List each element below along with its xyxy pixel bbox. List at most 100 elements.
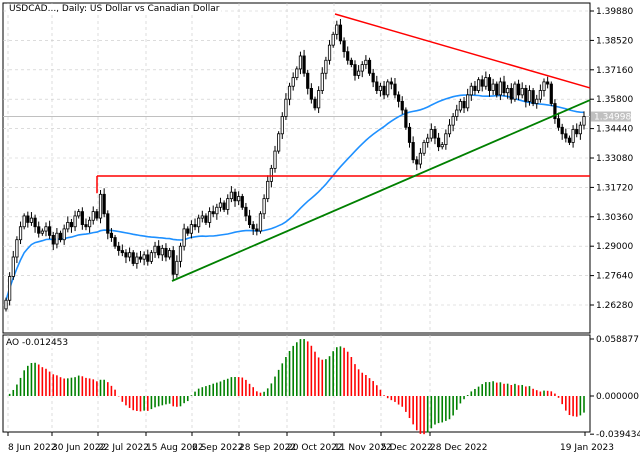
candle-body [302, 55, 306, 74]
candle [131, 250, 135, 267]
candle [338, 18, 343, 45]
candle-body [393, 83, 397, 96]
ao-axis-label: 0.000000 [596, 392, 639, 402]
candle-body [222, 202, 226, 210]
candle-body [15, 239, 19, 258]
candle-body [371, 72, 375, 83]
candle-body [389, 81, 393, 85]
candle-body [527, 90, 532, 102]
candle-body [309, 87, 313, 100]
candle [546, 76, 550, 89]
candle [466, 88, 470, 112]
candle-body [367, 59, 372, 74]
candle [404, 107, 408, 130]
candle-body [418, 152, 423, 165]
candle [18, 221, 23, 245]
candle [298, 51, 303, 75]
candle-body [255, 228, 259, 232]
candle-body [564, 133, 568, 139]
price-axis-label: 1.29000 [596, 242, 633, 252]
candle-body [244, 206, 248, 217]
candle [291, 72, 295, 91]
candle [178, 242, 183, 268]
candle-body [258, 213, 263, 232]
candle [389, 77, 393, 90]
candle-body [291, 77, 295, 87]
candle [393, 78, 397, 99]
candle-body [117, 245, 121, 251]
candle-body [131, 252, 135, 264]
candle-body [106, 213, 110, 234]
candle-body [327, 44, 332, 61]
candle-body [338, 24, 343, 42]
candle [553, 99, 557, 124]
candle-body [8, 276, 12, 301]
candle-body [29, 217, 34, 223]
candle-body [415, 159, 419, 165]
candle-body [77, 211, 81, 217]
candle-body [109, 232, 114, 238]
candle-body [178, 245, 183, 262]
current-price-label: 1.34998 [594, 113, 631, 123]
candle [11, 250, 15, 280]
candle-body [531, 90, 535, 104]
candle [458, 98, 463, 113]
candle [215, 203, 219, 220]
candle [251, 221, 255, 235]
candle-body [211, 211, 215, 215]
candle-body [266, 180, 270, 200]
candle-body [306, 72, 310, 89]
candle-body [404, 109, 408, 128]
candle-body [171, 250, 175, 275]
candle [371, 68, 375, 88]
candle [386, 79, 390, 98]
price-axis-label: 1.33080 [596, 154, 633, 164]
candle [58, 230, 63, 243]
candle-body [37, 226, 41, 234]
candle-body [502, 81, 506, 94]
candle-body [95, 211, 99, 219]
candle [367, 57, 372, 76]
candle [171, 246, 175, 280]
candle [346, 46, 350, 65]
candle-body [440, 144, 444, 148]
candle [8, 272, 12, 306]
candle-body [484, 77, 488, 87]
candle-body [357, 70, 361, 76]
candle [302, 49, 306, 77]
candle-body [4, 299, 8, 310]
candle-body [200, 215, 204, 219]
candle-body [571, 129, 575, 143]
candle-body [113, 237, 117, 247]
candle [48, 220, 52, 239]
candle-body [251, 224, 255, 230]
date-axis-label: 5 Dec 2022 [381, 443, 433, 453]
candle-body [426, 137, 430, 143]
candle-body [335, 24, 339, 35]
candle-body [11, 256, 15, 277]
candle-body [349, 59, 353, 66]
candle-body [324, 59, 328, 74]
candle [280, 112, 284, 139]
candle [240, 193, 244, 210]
candle-body [58, 232, 63, 241]
candle [447, 119, 452, 138]
candle [513, 81, 517, 102]
candle-body [495, 83, 499, 96]
candle [113, 234, 117, 249]
candle-body [298, 55, 303, 70]
candle [564, 128, 568, 143]
candle-body [98, 193, 103, 219]
candle-body [215, 206, 219, 215]
candle [331, 31, 335, 48]
candle-body [135, 256, 139, 264]
candle-body [44, 226, 48, 232]
candle-body [542, 81, 546, 91]
candle [560, 123, 564, 140]
candle-body [429, 129, 433, 139]
current-price-tag [591, 111, 631, 122]
candle-body [157, 245, 161, 256]
candle [106, 210, 110, 240]
candle [80, 207, 84, 230]
